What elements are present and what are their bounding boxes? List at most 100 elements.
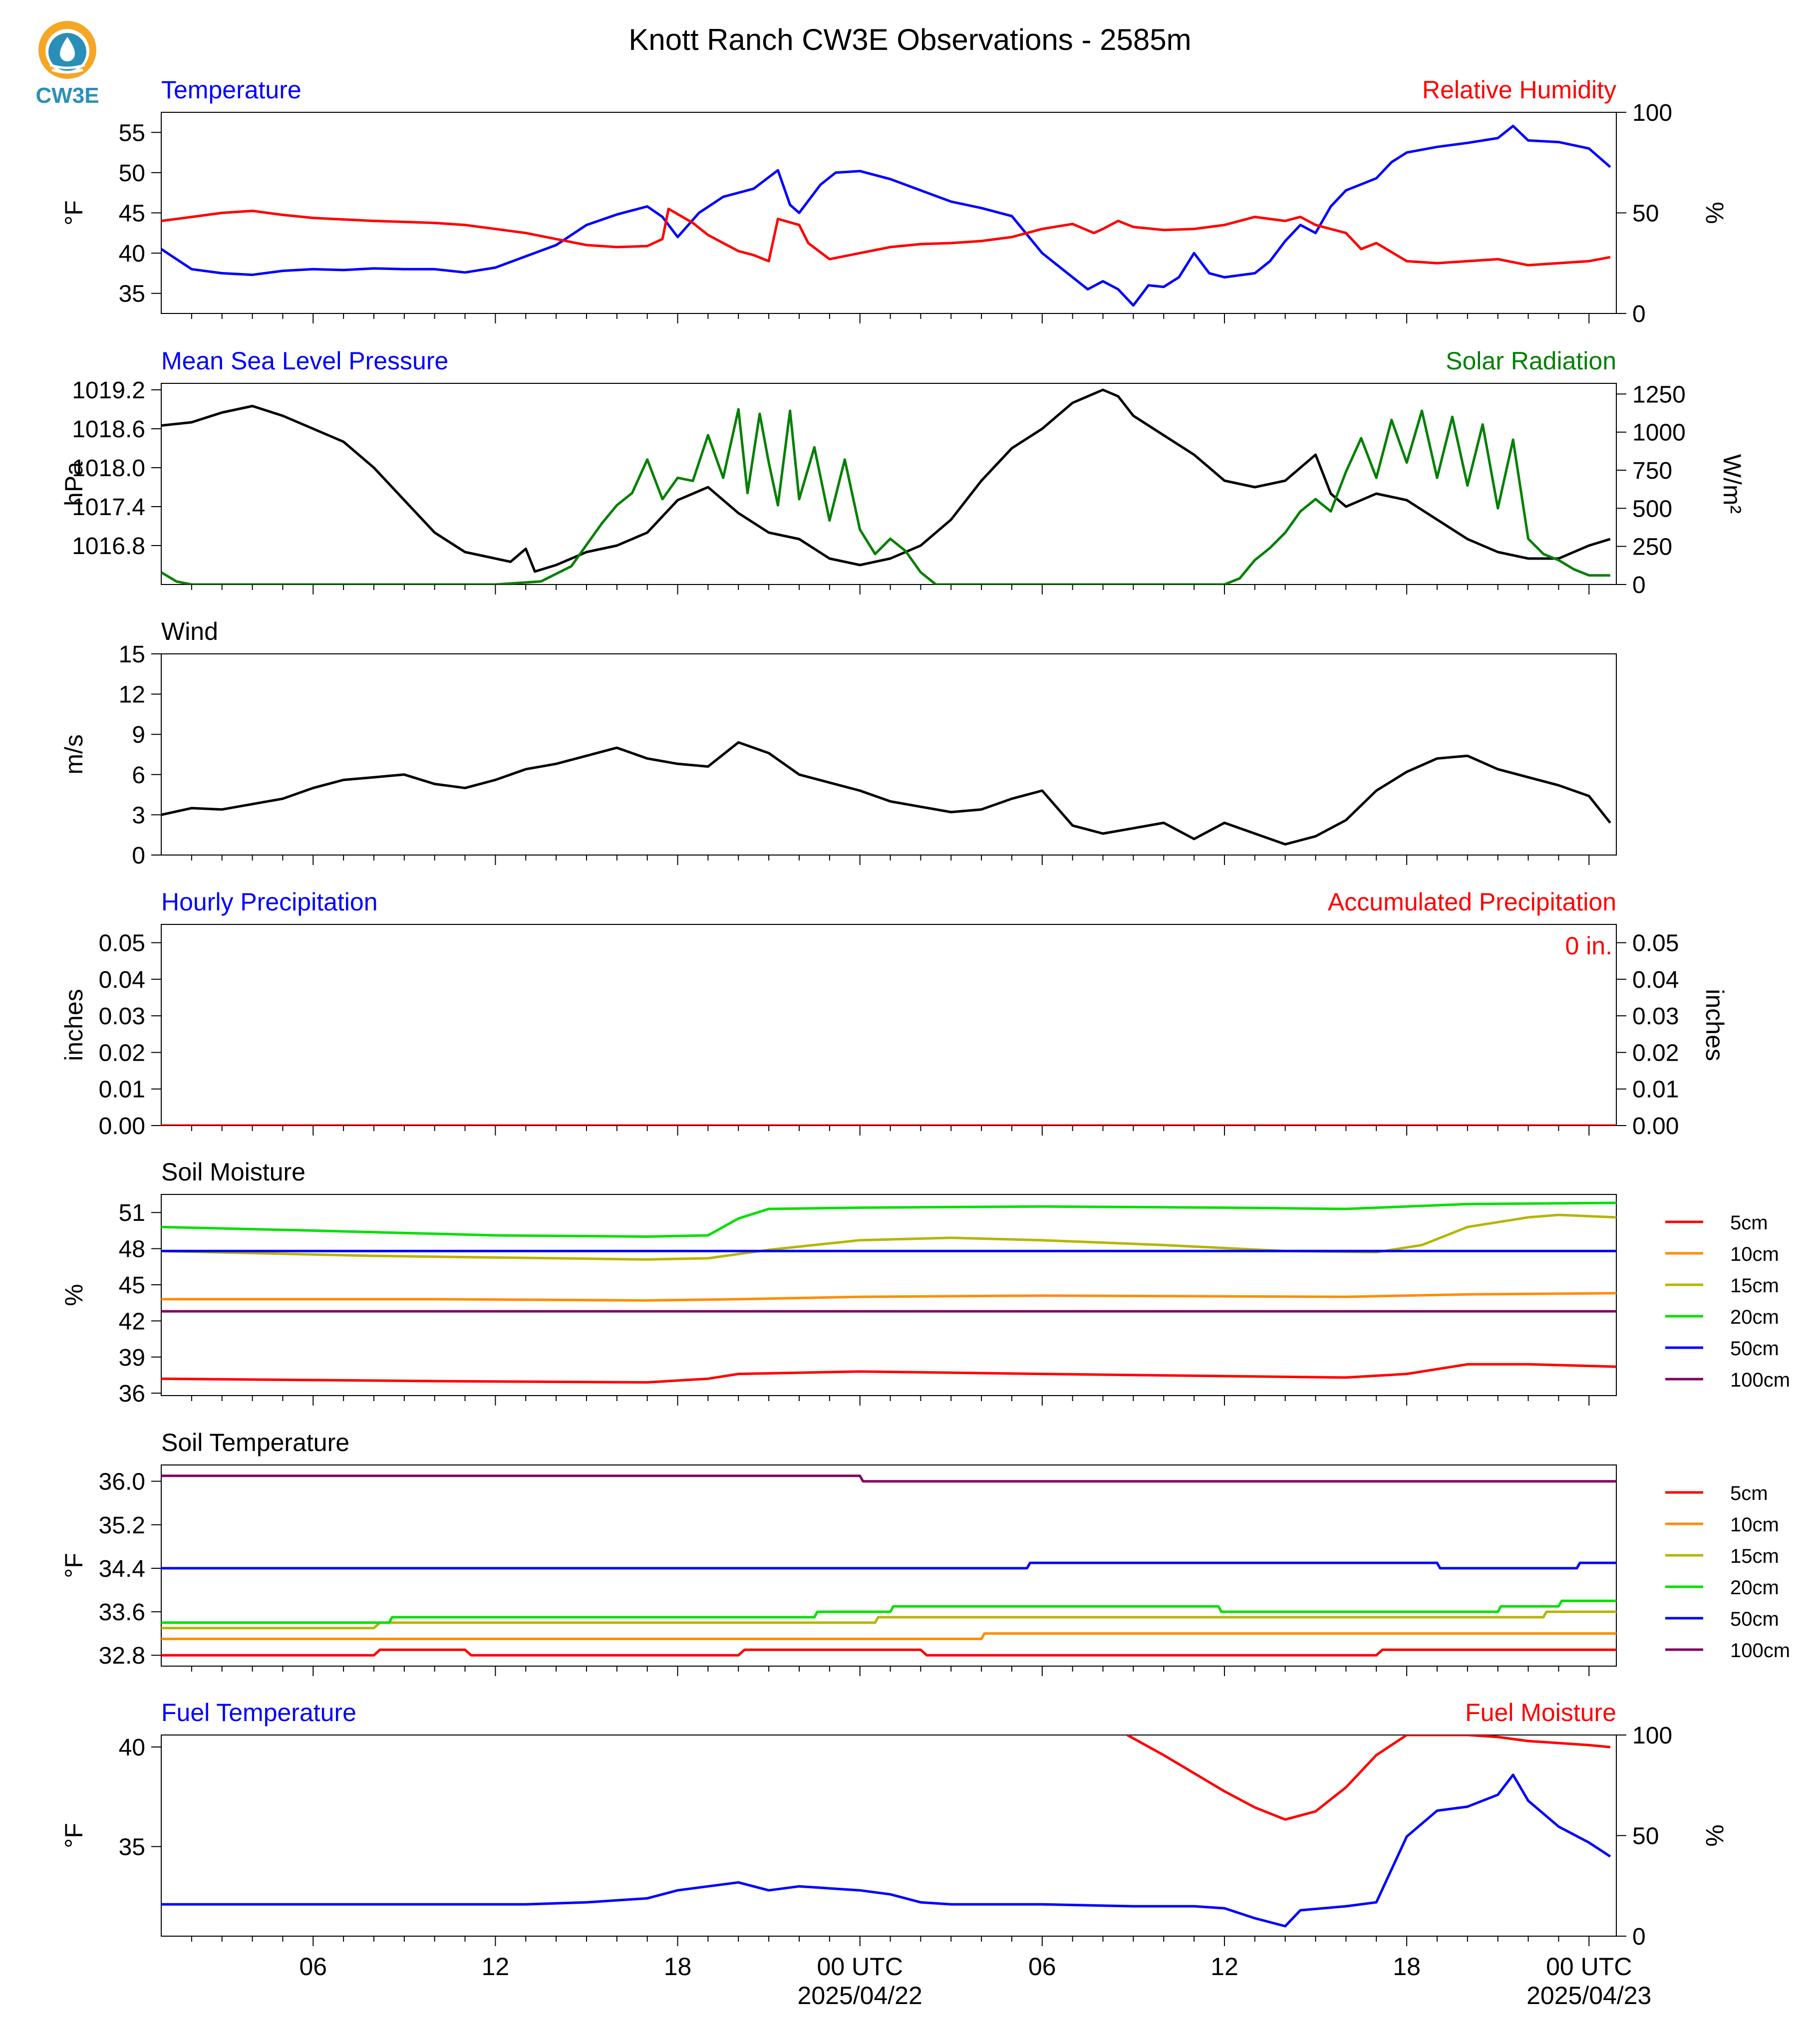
x-tick-label: 06 bbox=[1028, 1953, 1056, 1981]
y-tick-label: 35.2 bbox=[99, 1512, 145, 1539]
legend-label: 100cm bbox=[1730, 1369, 1790, 1391]
panel-right-title: Relative Humidity bbox=[1422, 76, 1616, 104]
y2-tick-label: 1000 bbox=[1632, 420, 1686, 446]
panel-4: Hourly Precipitation Accumulated Precipit… bbox=[60, 888, 1729, 1140]
y-tick-label: 1016.8 bbox=[72, 533, 145, 560]
y-tick-label: 12 bbox=[119, 682, 145, 708]
y2-tick-label: 100 bbox=[1632, 100, 1672, 126]
panel-5: Soil Moisture 36 39 42 45 48 51% 5cm 10cm 15cm 20c… bbox=[60, 1158, 1790, 1407]
y2-axis-label: inches bbox=[1701, 989, 1729, 1061]
panel-right-title: Accumulated Precipitation bbox=[1328, 888, 1616, 916]
y-tick-label: 0.04 bbox=[99, 967, 145, 993]
y2-tick-label: 0.05 bbox=[1632, 930, 1679, 957]
figure-title: Knott Ranch CW3E Observations - 2585m bbox=[628, 23, 1191, 56]
y2-tick-label: 0.03 bbox=[1632, 1003, 1679, 1030]
x-tick-label: 00 UTC bbox=[1546, 1953, 1632, 1981]
plot-frame bbox=[161, 1735, 1617, 1937]
series-line-2 bbox=[1126, 1735, 1611, 1821]
series-line-2 bbox=[161, 1292, 1616, 1302]
y-tick-label: 15 bbox=[119, 641, 145, 668]
panel-left-title: Wind bbox=[161, 617, 218, 645]
y-tick-label: 34.4 bbox=[99, 1556, 145, 1582]
y-tick-label: 1018.0 bbox=[72, 455, 145, 482]
y2-tick-label: 0.04 bbox=[1632, 967, 1679, 993]
plot-frame bbox=[161, 924, 1617, 1126]
panel-2: Mean Sea Level Pressure Solar Radiation 10… bbox=[60, 347, 1746, 598]
y-axis-label: inches bbox=[60, 989, 88, 1061]
y-tick-label: 48 bbox=[119, 1236, 145, 1263]
y-axis-label: % bbox=[60, 1284, 88, 1306]
series-line-1 bbox=[161, 741, 1611, 846]
series-line-1 bbox=[161, 1648, 1616, 1657]
x-tick-label: 00 UTC bbox=[817, 1953, 903, 1981]
plot-frame bbox=[161, 653, 1617, 856]
y2-axis-label: % bbox=[1701, 1824, 1729, 1846]
y-tick-label: 35 bbox=[119, 281, 145, 307]
cw3e-logo: CW3E bbox=[30, 15, 105, 110]
panel-left-title: Soil Temperature bbox=[161, 1429, 349, 1456]
series-line-1 bbox=[161, 1773, 1611, 1928]
x-tick-label: 12 bbox=[482, 1953, 510, 1981]
plot-frame bbox=[161, 112, 1617, 314]
panel-3: Wind 0 3 6 9 12 15 m/s bbox=[60, 617, 1617, 869]
series-line-1 bbox=[161, 388, 1611, 573]
legend-label: 100cm bbox=[1730, 1640, 1790, 1662]
x-tick-label: 18 bbox=[664, 1953, 692, 1981]
y-tick-label: 1018.6 bbox=[72, 416, 145, 443]
legend-label: 50cm bbox=[1730, 1608, 1779, 1630]
y-tick-label: 6 bbox=[132, 762, 145, 789]
y-tick-label: 1019.2 bbox=[72, 377, 145, 404]
legend-label: 20cm bbox=[1730, 1306, 1779, 1328]
y2-tick-label: 0.02 bbox=[1632, 1040, 1679, 1066]
panel-left-title: Hourly Precipitation bbox=[161, 888, 378, 916]
y-tick-label: 9 bbox=[132, 722, 145, 748]
legend: 5cm 10cm 15cm 20cm 50cm 100cm bbox=[1665, 1482, 1790, 1662]
series-line-1 bbox=[161, 1363, 1616, 1384]
series-line-6 bbox=[161, 1474, 1616, 1483]
y-axis-label: °F bbox=[60, 1553, 88, 1578]
panel-left-title: Soil Moisture bbox=[161, 1158, 305, 1186]
panel-left-title: Fuel Temperature bbox=[161, 1699, 356, 1727]
series-line-2 bbox=[161, 207, 1611, 267]
panel-right-title: Solar Radiation bbox=[1446, 347, 1616, 375]
y2-tick-label: 50 bbox=[1632, 1823, 1659, 1850]
y2-tick-label: 1250 bbox=[1632, 381, 1686, 408]
y2-tick-label: 0.00 bbox=[1632, 1113, 1679, 1140]
y2-axis-label: % bbox=[1701, 202, 1729, 224]
y-tick-label: 0.03 bbox=[99, 1003, 145, 1030]
y-tick-label: 36 bbox=[119, 1381, 145, 1407]
panels: Temperature Relative Humidity 35 40 45 50 55 °F… bbox=[60, 76, 1790, 1950]
legend-label: 5cm bbox=[1730, 1482, 1768, 1504]
x-tick-label: 18 bbox=[1393, 1953, 1421, 1981]
panel-6: Soil Temperature 32.8 33.6 34.4 35.2 36.0 °F 5c… bbox=[60, 1429, 1790, 1676]
y-tick-label: 45 bbox=[119, 201, 145, 227]
y2-tick-label: 750 bbox=[1632, 458, 1672, 484]
series-line-4 bbox=[161, 1599, 1616, 1624]
legend-label: 10cm bbox=[1730, 1514, 1779, 1536]
series-line-4 bbox=[161, 1201, 1616, 1238]
accumulated-total-label: 0 in. bbox=[1565, 932, 1612, 960]
y-tick-label: 40 bbox=[119, 241, 145, 267]
legend-label: 20cm bbox=[1730, 1577, 1779, 1599]
y2-tick-label: 50 bbox=[1632, 201, 1659, 227]
series-line-2 bbox=[161, 1632, 1616, 1640]
legend: 5cm 10cm 15cm 20cm 50cm 100cm bbox=[1665, 1212, 1790, 1391]
y-tick-label: 55 bbox=[119, 120, 145, 146]
series-line-1 bbox=[161, 124, 1611, 307]
logo-drop-icon bbox=[60, 37, 75, 61]
x-tick-label: 12 bbox=[1211, 1953, 1238, 1981]
x-date-label: 2025/04/23 bbox=[1526, 1982, 1651, 2010]
y-axis-label: m/s bbox=[60, 734, 88, 775]
y2-tick-label: 0 bbox=[1632, 301, 1646, 327]
y-tick-label: 0.05 bbox=[99, 930, 145, 957]
series-line-5 bbox=[161, 1561, 1616, 1570]
y-tick-label: 42 bbox=[119, 1308, 145, 1335]
plot-frame bbox=[161, 383, 1617, 585]
y-tick-label: 45 bbox=[119, 1272, 145, 1299]
series-line-3 bbox=[161, 1213, 1616, 1261]
y-tick-label: 3 bbox=[132, 802, 145, 829]
legend-label: 10cm bbox=[1730, 1243, 1779, 1265]
y-axis-label: °F bbox=[60, 200, 88, 226]
panel-left-title: Temperature bbox=[161, 76, 302, 104]
